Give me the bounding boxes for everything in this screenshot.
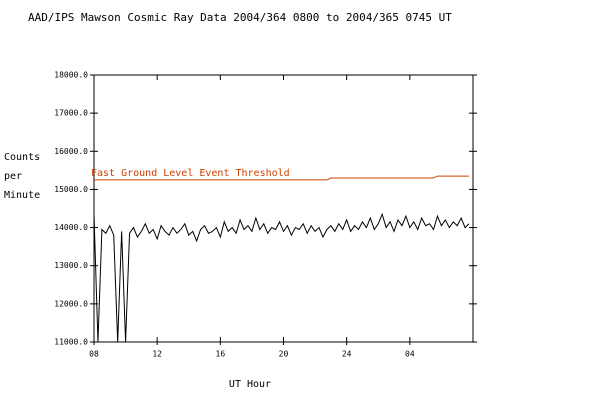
y-tick-label: 17000.0 bbox=[54, 109, 88, 118]
x-tick-label: 12 bbox=[152, 350, 162, 359]
y-tick-label: 16000.0 bbox=[54, 147, 88, 156]
x-axis-label: UT Hour bbox=[229, 379, 271, 390]
data-line bbox=[94, 175, 470, 181]
x-tick-label: 16 bbox=[216, 350, 226, 359]
y-axis-label: per bbox=[4, 171, 22, 182]
x-tick-label: 04 bbox=[405, 350, 415, 359]
y-axis-label: Counts bbox=[4, 152, 40, 163]
series-label: Fast Ground Level Event Threshold bbox=[91, 168, 290, 179]
y-tick-label: 13000.0 bbox=[54, 261, 88, 270]
chart-title: AAD/IPS Mawson Cosmic Ray Data 2004/364 … bbox=[28, 11, 452, 24]
plot-frame bbox=[93, 74, 474, 343]
plot-area bbox=[94, 175, 470, 342]
y-tick-label: 11000.0 bbox=[54, 338, 88, 347]
x-tick-label: 08 bbox=[89, 350, 99, 359]
x-tick-label: 20 bbox=[279, 350, 289, 359]
data-line bbox=[94, 212, 470, 342]
y-tick-label: 14000.0 bbox=[54, 223, 88, 232]
y-tick-label: 18000.0 bbox=[54, 71, 88, 80]
y-axis-label: Minute bbox=[4, 190, 40, 201]
y-tick-label: 12000.0 bbox=[54, 299, 88, 308]
x-tick-label: 24 bbox=[342, 350, 352, 359]
y-tick-label: 15000.0 bbox=[54, 185, 88, 194]
